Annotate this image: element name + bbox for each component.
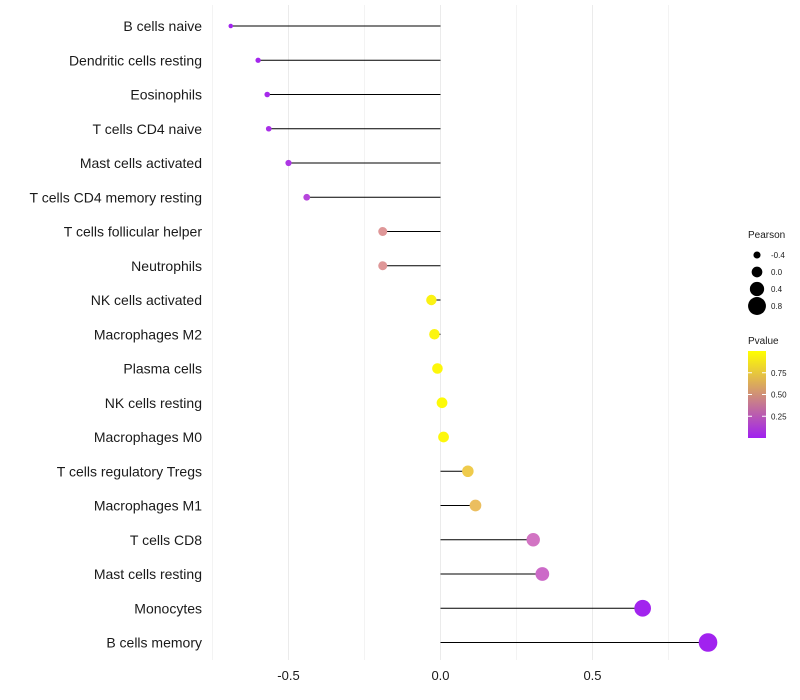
y-axis-labels: B cells naive Dendritic cells resting Eosi… xyxy=(30,18,203,651)
category-label: B cells memory xyxy=(106,635,202,651)
data-point xyxy=(469,499,482,512)
legend-pvalue-label: 0.25 xyxy=(771,412,787,421)
legend-size-label: 0.8 xyxy=(771,302,783,311)
category-label: T cells CD4 naive xyxy=(93,121,203,137)
legend-pvalue: Pvalue 0.75 0.50 0.25 xyxy=(748,336,787,438)
data-point xyxy=(698,633,718,652)
category-label: Macrophages M1 xyxy=(94,498,202,514)
legend-size-label: 0.0 xyxy=(771,268,783,277)
legend-pvalue-label: 0.75 xyxy=(771,369,787,378)
data-point xyxy=(255,57,261,63)
data-point xyxy=(378,227,388,236)
category-label: Mast cells resting xyxy=(94,566,202,582)
grid-layer xyxy=(212,5,669,660)
data-point xyxy=(438,431,449,443)
data-point xyxy=(462,465,474,477)
data-point xyxy=(285,159,292,167)
category-label: NK cells resting xyxy=(105,395,202,411)
data-point xyxy=(535,567,550,581)
data-point xyxy=(432,363,443,374)
legend-size-key xyxy=(753,251,761,259)
legend-pvalue-label: 0.50 xyxy=(771,391,787,400)
legend-pearson-title: Pearson xyxy=(748,230,785,241)
category-label: T cells regulatory Tregs xyxy=(57,463,202,479)
legend-pearson: Pearson -0.4 0.0 0.4 0.8 xyxy=(748,230,785,315)
x-tick-label: 0.0 xyxy=(431,668,449,683)
x-tick-label: 0.5 xyxy=(583,668,601,683)
category-label: Mast cells activated xyxy=(80,155,202,171)
category-label: Neutrophils xyxy=(131,258,202,274)
legend-size-key xyxy=(748,297,766,315)
stem-layer xyxy=(230,25,709,643)
category-label: T cells follicular helper xyxy=(64,224,203,240)
data-point xyxy=(426,294,437,306)
data-point xyxy=(228,23,233,29)
x-axis-labels: -0.5 0.0 0.5 xyxy=(277,668,601,683)
data-point xyxy=(265,125,272,132)
data-point xyxy=(436,397,448,409)
x-tick-label: -0.5 xyxy=(277,668,299,683)
point-layer xyxy=(228,23,718,652)
legend-size-key xyxy=(749,281,765,297)
legend-size-label: 0.4 xyxy=(771,285,783,294)
category-label: Plasma cells xyxy=(123,361,202,377)
category-label: Monocytes xyxy=(134,600,202,616)
data-point xyxy=(634,599,651,617)
category-label: Dendritic cells resting xyxy=(69,52,202,68)
legend-size-key xyxy=(751,266,763,278)
category-label: Macrophages M0 xyxy=(94,429,202,445)
category-label: Macrophages M2 xyxy=(94,326,202,342)
category-label: T cells CD8 xyxy=(130,532,202,548)
pvalue-colorbar xyxy=(748,351,766,438)
legend-pvalue-title: Pvalue xyxy=(748,336,779,347)
category-label: T cells CD4 memory resting xyxy=(30,189,202,205)
data-point xyxy=(378,261,388,271)
category-label: NK cells activated xyxy=(91,292,202,308)
category-label: Eosinophils xyxy=(130,87,202,103)
category-label: B cells naive xyxy=(123,18,202,34)
data-point xyxy=(264,91,271,98)
data-point xyxy=(303,193,311,201)
data-point xyxy=(429,328,440,340)
legend-size-label: -0.4 xyxy=(771,251,785,260)
data-point xyxy=(526,533,540,547)
